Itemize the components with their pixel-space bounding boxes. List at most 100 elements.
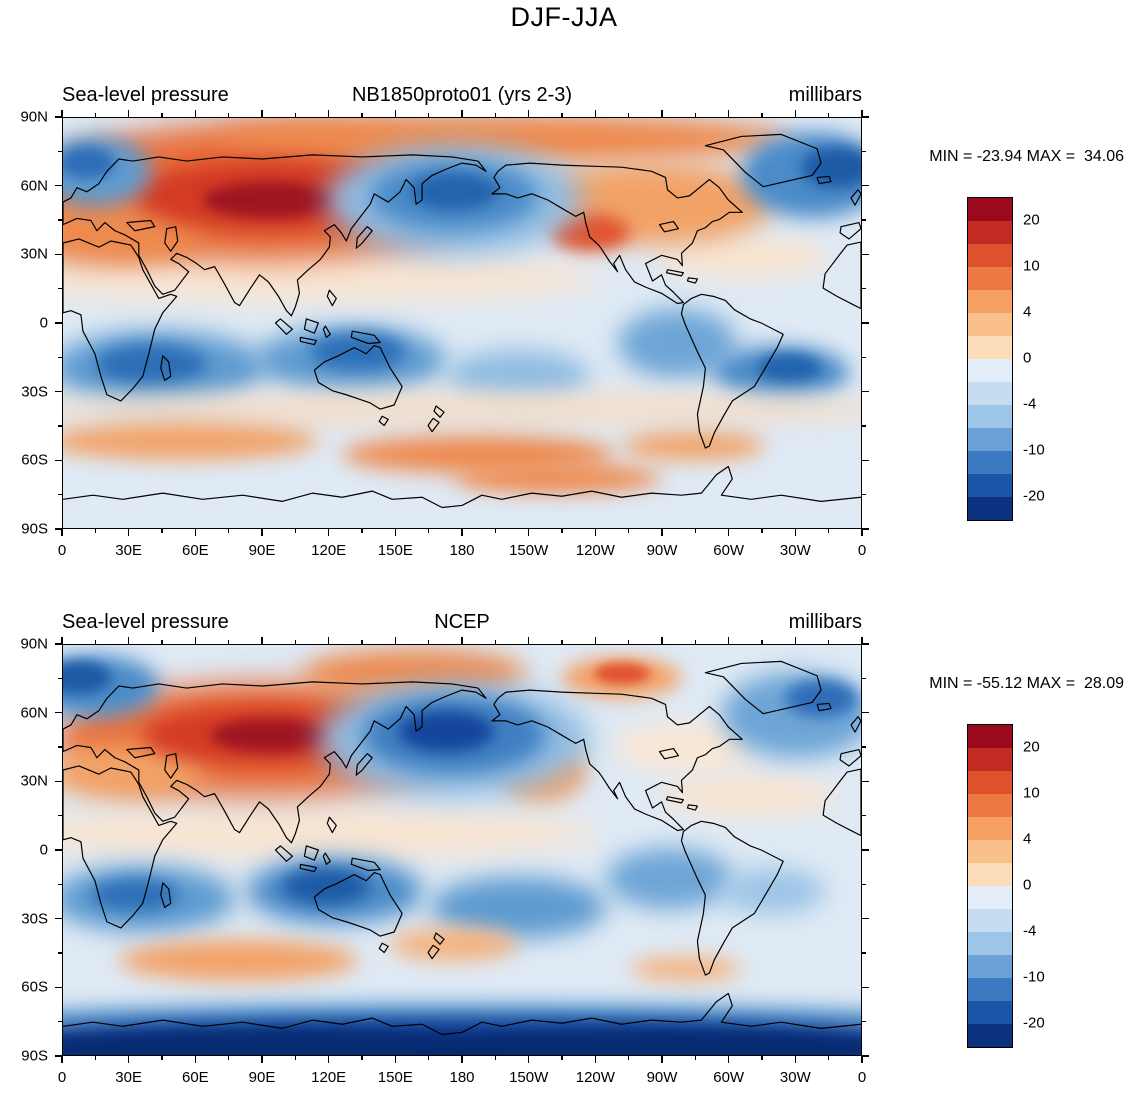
axis-tick [661,1056,663,1063]
colorbar-box [968,198,1012,221]
axis-tick [527,1056,530,1063]
colorbar-box [968,405,1012,428]
coastline-africa [63,239,177,401]
units-label: millibars [788,84,862,106]
anomaly-region [390,927,518,961]
anomaly-region [410,173,498,211]
anomaly-region [282,868,371,906]
anomaly-region [593,663,650,684]
axis-tick [628,1056,630,1060]
coastline-eurasia [63,155,486,316]
y-axis-tick-label: 90S [21,520,48,538]
y-axis-labels: 90N 60N 30N 0 30S 60S 90S [6,109,54,538]
y-axis-tick-label: 60N [20,177,48,195]
map-plot-area [62,117,862,529]
colorbar-box [968,336,1012,359]
coastline-greenland [705,134,821,186]
axis-tick [127,1056,130,1063]
x-axis-tick-label: 0 [857,542,867,559]
axis-tick [55,986,62,989]
axis-tick [862,1021,866,1023]
coastline-inland-seas [127,221,679,252]
map-plot-area [62,644,862,1056]
x-axis-tick-label: 30E [115,542,143,559]
minmax-stats: MIN = -23.94 MAX = 34.06 [929,148,1124,165]
coastline-british-isles [851,717,861,732]
axis-tick [862,677,866,679]
x-axis-labels: 0 30E 60E 90E 120E 150E 180 150W 120W 90W 60W 30W 0 [58,1069,866,1089]
y-axis-tick-label: 60S [21,978,48,996]
axis-tick [561,529,563,533]
axis-tick [494,1056,496,1060]
axis-tick [61,529,63,536]
colorbar-tick-label: 4 [1023,830,1032,848]
axis-tick [862,1055,869,1057]
axis-tick [55,322,62,324]
coastline-madagascar [161,883,171,908]
x-axis-tick-label: 150E [377,542,413,559]
axis-tick [55,528,62,530]
axis-tick [862,494,866,496]
coastline-antarctica [63,994,861,1035]
axis-tick [862,849,869,851]
coastline-australia [314,873,402,937]
y-axis-tick-label: 0 [39,841,48,859]
coastline-caribbean [666,797,697,810]
axis-tick [461,1056,463,1063]
coastline-south-america [681,294,783,448]
axis-tick [527,529,530,536]
axis-tick [862,288,866,290]
axis-tick [361,1056,363,1060]
axis-tick [862,643,869,645]
axis-tick [194,1056,197,1063]
y-axis-tick-label: 90N [20,108,48,126]
axis-tick [327,529,330,536]
colorbar-box [968,748,1012,771]
coastline-north-america [492,690,742,830]
axis-tick [55,917,62,920]
coastline-west-africa [823,242,861,309]
colorbar-tick-label: -10 [1023,441,1045,459]
colorbar-box [968,955,1012,978]
axis-tick [661,529,663,536]
dataset-title: NCEP [434,611,490,633]
colorbar-tick-label: 0 [1023,876,1032,894]
colorbar-tick-label: -20 [1023,1014,1045,1032]
axis-tick [794,529,797,536]
colorbar-box [968,817,1012,840]
colorbar-box [968,909,1012,932]
coastline-west-africa [823,769,861,836]
axis-tick [694,1056,696,1060]
anomaly-region [63,146,115,180]
x-axis-tick-label: 60W [713,542,745,559]
coastline-caribbean [666,270,697,283]
axis-tick [862,219,866,221]
x-axis-tick-label: 30E [115,1069,143,1086]
colorbar-box [968,863,1012,886]
axis-tick [394,1056,397,1063]
anomaly-region [757,353,822,383]
colorbar-box [968,1001,1012,1024]
panel-title-row: Sea-level pressure NB1850proto01 (yrs 2-… [62,84,862,112]
axis-tick [594,529,597,536]
axis-tick [861,529,863,536]
coastline-africa [63,766,177,928]
colorbar-tick-label: -4 [1023,395,1037,413]
colorbar-box [968,244,1012,267]
axis-tick [761,1056,763,1060]
coastline-maritime-continent [275,290,380,344]
colorbar-box [968,886,1012,909]
x-axis-tick-label: 120E [311,542,347,559]
axis-tick [55,711,62,714]
axis-tick [55,643,62,645]
colorbar-box [968,794,1012,817]
axis-tick [761,529,763,533]
x-axis-tick-label: 0 [857,1069,867,1086]
axis-tick [55,849,62,851]
anomaly-region [629,956,742,982]
coastline-australia [314,346,402,410]
x-axis-tick-label: 150E [377,1069,413,1086]
x-axis-tick-label: 120E [311,1069,347,1086]
colorbar-box [968,932,1012,955]
panel-model: Sea-level pressure NB1850proto01 (yrs 2-… [0,84,1128,609]
